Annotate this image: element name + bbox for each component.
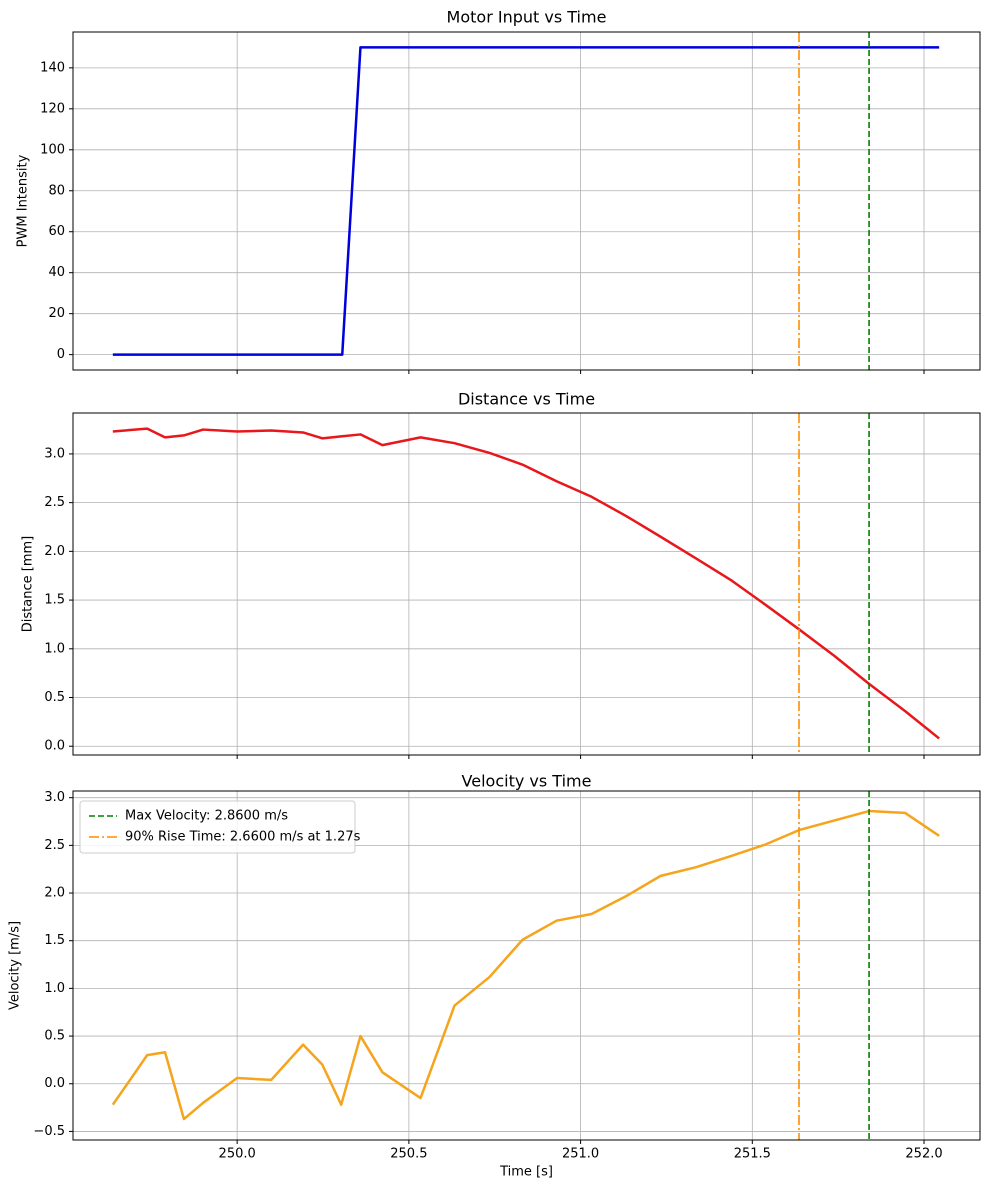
- y-tick-label: 0.5: [44, 690, 65, 705]
- y-tick-label: 3.0: [44, 790, 65, 805]
- y-tick-label: 0.5: [44, 1029, 65, 1044]
- y-tick-label: 1.0: [44, 981, 65, 996]
- data-line: [112, 427, 940, 740]
- y-tick-label: 2.0: [44, 544, 65, 559]
- y-tick-label: 1.5: [44, 933, 65, 948]
- y-tick-label: 2.0: [44, 886, 65, 901]
- chart-title: Motor Input vs Time: [447, 8, 607, 27]
- y-axis-label: PWM Intensity: [16, 154, 31, 247]
- legend-label: Max Velocity: 2.8600 m/s: [125, 809, 288, 824]
- legend-label: 90% Rise Time: 2.6600 m/s at 1.27s: [125, 830, 361, 845]
- y-axis-label: Distance [mm]: [21, 536, 36, 632]
- y-tick-label: 20: [48, 306, 65, 321]
- chart-title: Distance vs Time: [458, 390, 595, 409]
- legend: Max Velocity: 2.8600 m/s 90% Rise Time: 2…: [79, 800, 361, 854]
- y-tick-label: 80: [48, 183, 65, 198]
- x-axis-label: Time [s]: [499, 1165, 553, 1180]
- data-line: [111, 809, 940, 1121]
- plot-frame: [72, 790, 981, 1141]
- chart-title: Velocity vs Time: [462, 772, 592, 791]
- y-tick-label: −0.5: [33, 1124, 65, 1139]
- y-tick-label: 100: [40, 142, 65, 157]
- y-axis-label: Velocity [m/s]: [8, 921, 23, 1010]
- y-tick-label: 140: [40, 60, 65, 75]
- y-tick-label: 2.5: [44, 495, 65, 510]
- y-tick-label: 1.5: [44, 593, 65, 608]
- y-tick-label: 3.0: [44, 446, 65, 461]
- y-tick-label: 0: [57, 347, 65, 362]
- x-tick-label: 250.5: [390, 1147, 427, 1162]
- legend-box: [79, 800, 356, 854]
- data-line: [112, 46, 940, 356]
- x-tick-label: 252.0: [905, 1147, 942, 1162]
- plot-frame: [72, 31, 981, 371]
- y-tick-label: 1.0: [44, 641, 65, 656]
- y-tick-label: 0.0: [44, 739, 65, 754]
- y-tick-label: 0.0: [44, 1076, 65, 1091]
- y-tick-label: 40: [48, 265, 65, 280]
- x-tick-label: 251.0: [562, 1147, 599, 1162]
- x-tick-label: 251.5: [734, 1147, 771, 1162]
- y-tick-label: 120: [40, 101, 65, 116]
- x-tick-label: 250.0: [219, 1147, 256, 1162]
- y-tick-label: 2.5: [44, 838, 65, 853]
- plot-frame: [72, 412, 981, 756]
- y-tick-label: 60: [48, 224, 65, 239]
